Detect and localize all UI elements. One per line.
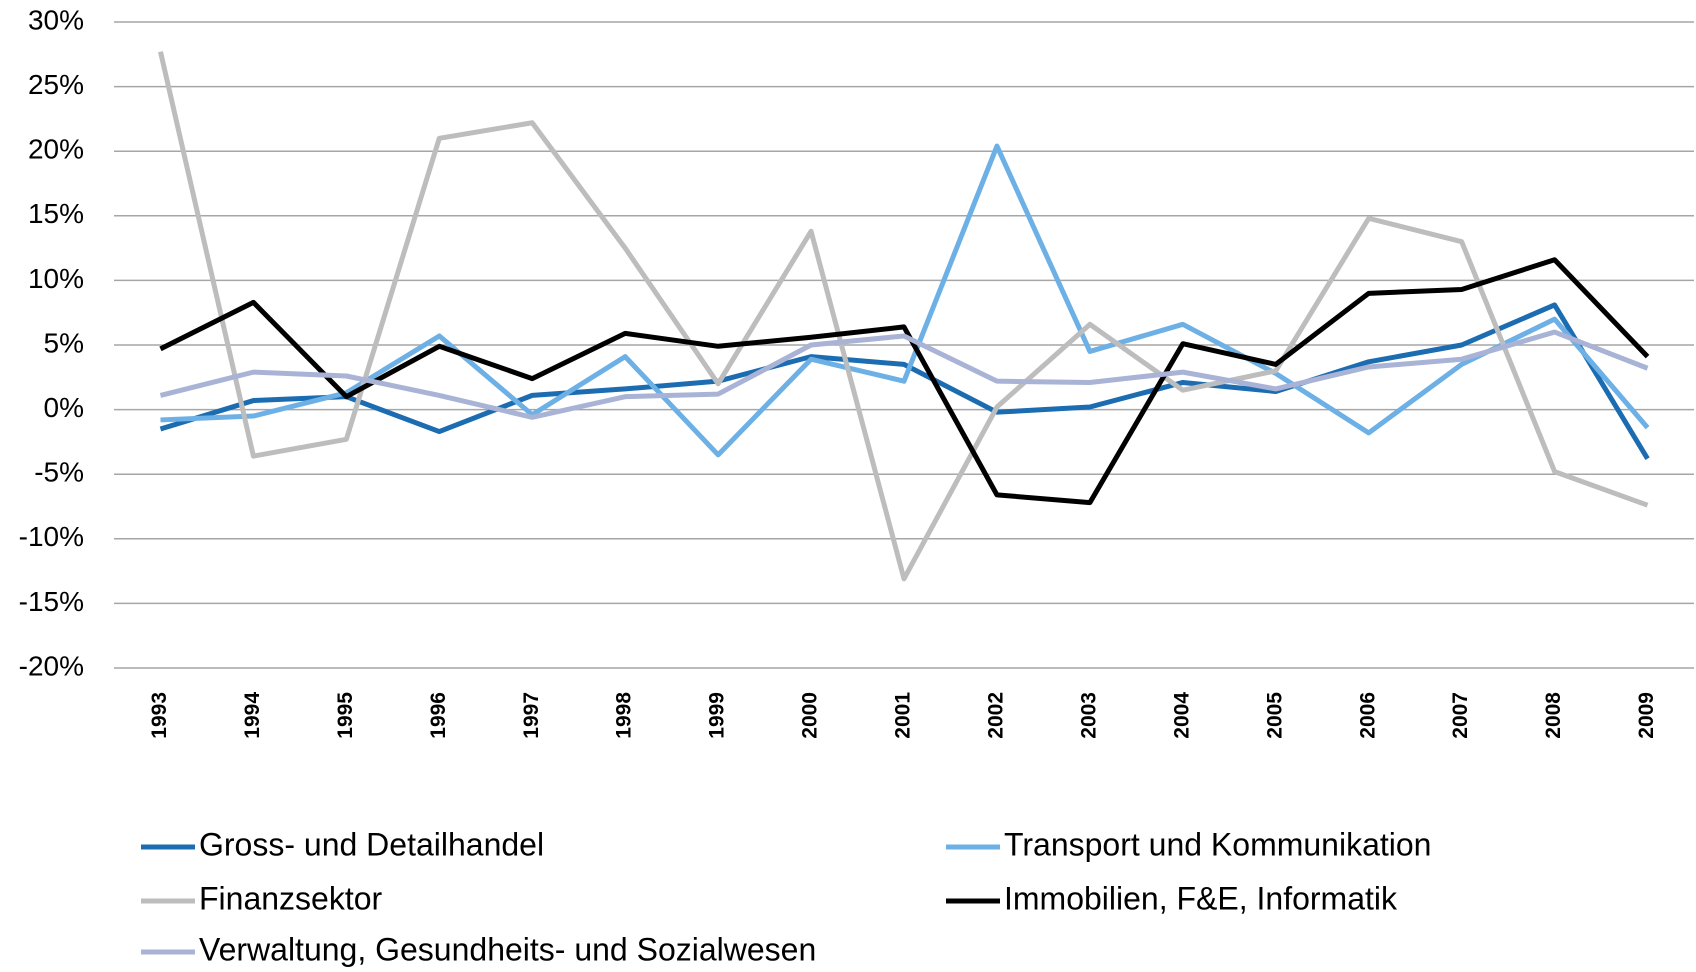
y-tick-label: 20%: [28, 134, 84, 165]
x-tick-label: 2007: [1449, 692, 1472, 739]
x-tick-label: 1996: [427, 692, 450, 739]
series-line: [159, 329, 1649, 420]
x-tick-label: 2000: [799, 692, 822, 739]
x-tick-label: 1993: [148, 692, 171, 739]
x-tick-label: 2008: [1542, 692, 1565, 739]
y-tick-label: 15%: [28, 198, 84, 229]
legend-label: Transport und Kommunikation: [1004, 826, 1431, 862]
series-line: [160, 143, 1650, 458]
x-tick-label: 2003: [1077, 692, 1100, 739]
x-tick-label: 1995: [334, 692, 357, 739]
x-tick-label: 2002: [984, 692, 1007, 739]
x-tick-label: 2001: [892, 692, 915, 739]
x-tick-label: 2004: [1170, 692, 1193, 739]
x-tick-label: 2006: [1356, 692, 1379, 739]
x-tick-label: 1994: [241, 692, 264, 739]
y-tick-label: -15%: [19, 586, 84, 617]
y-tick-label: 30%: [28, 4, 84, 35]
y-tick-label: 10%: [28, 263, 84, 294]
legend-label: Finanzsektor: [199, 880, 383, 916]
x-tick-label: 2009: [1635, 692, 1658, 739]
x-tick-label: 1997: [520, 692, 543, 739]
series-line: [158, 51, 1649, 582]
legend-label: Verwaltung, Gesundheits- und Sozialwesen: [199, 931, 816, 967]
legend-label: Immobilien, F&E, Informatik: [1004, 880, 1398, 916]
legend-label: Gross- und Detailhandel: [199, 826, 544, 862]
y-tick-label: -10%: [19, 521, 84, 552]
series-line: [159, 257, 1650, 506]
x-tick-label: 1998: [613, 692, 636, 739]
x-tick-label: 1999: [706, 692, 729, 739]
y-tick-label: -5%: [34, 457, 84, 488]
y-tick-label: -20%: [19, 650, 84, 681]
y-tick-label: 0%: [44, 392, 84, 423]
series-line: [159, 302, 1650, 460]
x-tick-label: 2005: [1263, 692, 1286, 739]
y-tick-label: 5%: [44, 327, 84, 358]
y-tick-label: 25%: [28, 69, 84, 100]
